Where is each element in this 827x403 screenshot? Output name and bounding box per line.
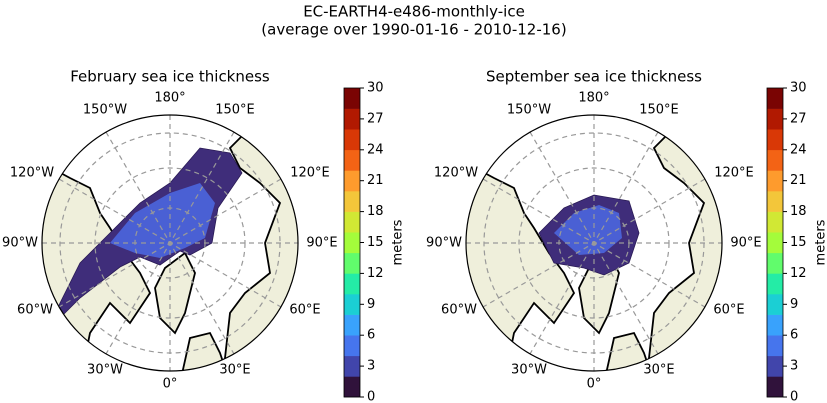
colorbar-segment bbox=[767, 232, 783, 254]
colorbar-segment bbox=[344, 376, 360, 398]
colorbar-tick-label: 27 bbox=[367, 111, 384, 126]
colorbar-segment bbox=[344, 211, 360, 233]
colorbar-segment bbox=[767, 252, 783, 274]
longitude-label: 0° bbox=[163, 377, 178, 392]
colorbar-tick-label: 21 bbox=[790, 173, 807, 188]
colorbar-segment bbox=[767, 294, 783, 315]
longitude-label: 30°E bbox=[643, 363, 674, 378]
panel-title: September sea ice thickness bbox=[486, 68, 702, 86]
colorbar-segment bbox=[344, 88, 360, 109]
longitude-label: 30°W bbox=[511, 363, 547, 378]
colorbar-tick-label: 6 bbox=[367, 328, 375, 343]
colorbar-segment bbox=[767, 191, 783, 212]
colorbar-segment bbox=[344, 252, 360, 274]
longitude-label: 150°W bbox=[507, 103, 551, 118]
longitude-label: 150°W bbox=[83, 103, 127, 118]
colorbar-segment bbox=[767, 273, 783, 295]
longitude-label: 150°E bbox=[215, 103, 255, 118]
longitude-label: 60°W bbox=[441, 303, 477, 318]
colorbar-tick-label: 9 bbox=[367, 297, 375, 312]
panel-title: February sea ice thickness bbox=[70, 68, 270, 86]
colorbar-segment bbox=[344, 355, 360, 377]
colorbar-segment bbox=[767, 129, 783, 151]
colorbar-segment bbox=[344, 149, 360, 171]
colorbar-segment bbox=[344, 314, 360, 336]
longitude-label: 30°E bbox=[219, 363, 250, 378]
longitude-label: 60°E bbox=[289, 303, 320, 318]
longitude-label: 60°E bbox=[713, 303, 744, 318]
colorbar-label: meters bbox=[814, 219, 827, 265]
colorbar-segment bbox=[767, 149, 783, 171]
colorbar-tick-label: 3 bbox=[367, 359, 375, 374]
longitude-label: 180° bbox=[154, 91, 185, 106]
longitude-label: 90°W bbox=[426, 236, 462, 251]
colorbar-segment bbox=[767, 314, 783, 336]
colorbar-tick-label: 24 bbox=[790, 142, 807, 157]
colorbar-segment bbox=[767, 211, 783, 233]
colorbar-tick-label: 6 bbox=[790, 328, 798, 343]
colorbar-segment bbox=[344, 129, 360, 151]
longitude-label: 120°E bbox=[714, 166, 754, 181]
map-panel bbox=[41, 114, 299, 372]
longitude-label: 120°E bbox=[290, 166, 330, 181]
colorbar-segment bbox=[344, 191, 360, 212]
colorbar-tick-label: 12 bbox=[790, 266, 807, 281]
colorbar-segment bbox=[344, 273, 360, 295]
colorbar-tick-label: 12 bbox=[367, 266, 384, 281]
longitude-label: 60°W bbox=[17, 303, 53, 318]
longitude-label: 30°W bbox=[87, 363, 123, 378]
colorbar-tick-label: 9 bbox=[790, 297, 798, 312]
colorbar-segment bbox=[344, 170, 360, 192]
colorbar-segment bbox=[767, 355, 783, 377]
longitude-label: 90°W bbox=[2, 236, 38, 251]
colorbar-tick-label: 27 bbox=[790, 111, 807, 126]
colorbar-tick-label: 15 bbox=[790, 235, 807, 250]
colorbar-segment bbox=[767, 335, 783, 357]
colorbar-segment bbox=[344, 108, 360, 130]
colorbar-tick-label: 0 bbox=[367, 390, 375, 403]
longitude-label: 0° bbox=[587, 377, 602, 392]
longitude-label: 180° bbox=[578, 91, 609, 106]
colorbar-tick-label: 21 bbox=[367, 173, 384, 188]
longitude-label: 120°W bbox=[10, 166, 54, 181]
longitude-label: 120°W bbox=[434, 166, 478, 181]
figure-subtitle: (average over 1990-01-16 - 2010-12-16) bbox=[261, 21, 566, 39]
colorbar-tick-label: 18 bbox=[790, 204, 807, 219]
longitude-label: 150°E bbox=[639, 103, 679, 118]
colorbar-tick-label: 30 bbox=[790, 81, 807, 96]
colorbar-segment bbox=[767, 376, 783, 398]
colorbar-segment bbox=[767, 88, 783, 109]
longitude-label: 90°E bbox=[306, 236, 337, 251]
colorbar-tick-label: 3 bbox=[790, 359, 798, 374]
colorbar-segment bbox=[767, 108, 783, 130]
map-panel bbox=[465, 114, 723, 372]
longitude-label: 90°E bbox=[730, 236, 761, 251]
colorbar-segment bbox=[344, 232, 360, 254]
colorbar-segment bbox=[344, 294, 360, 315]
colorbar-segment bbox=[344, 335, 360, 357]
colorbar-tick-label: 0 bbox=[790, 390, 798, 403]
colorbar-segment bbox=[767, 170, 783, 192]
colorbar-tick-label: 30 bbox=[367, 81, 384, 96]
colorbar-tick-label: 15 bbox=[367, 235, 384, 250]
colorbar-tick-label: 24 bbox=[367, 142, 384, 157]
colorbar-tick-label: 18 bbox=[367, 204, 384, 219]
colorbar-label: meters bbox=[391, 219, 406, 265]
figure-title: EC-EARTH4-e486-monthly-ice bbox=[303, 3, 525, 21]
